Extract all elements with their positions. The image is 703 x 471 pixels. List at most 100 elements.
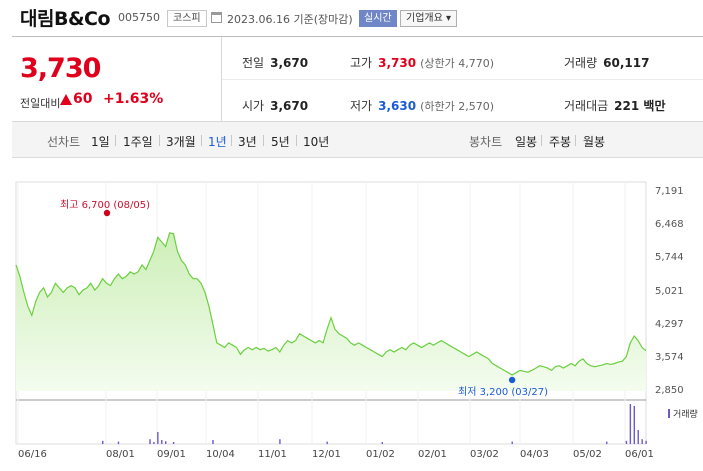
volume-bar xyxy=(625,440,628,444)
change-label: 전일대비 xyxy=(20,97,61,110)
x-tick-label: 11/01 xyxy=(258,449,287,460)
y-tick-label: 4,297 xyxy=(655,318,684,330)
volume-bar xyxy=(153,442,155,444)
volume: 거래량 60,117 xyxy=(564,54,649,71)
tab-period-3y[interactable]: 3년 xyxy=(238,135,257,149)
price-chart-svg xyxy=(15,181,647,445)
prev-close-value: 3,670 xyxy=(270,56,309,70)
x-tick-label: 02/01 xyxy=(418,449,447,460)
lower-limit: (하한가 2,570) xyxy=(420,100,494,113)
high-label: 고가 xyxy=(350,56,373,70)
divider xyxy=(263,135,264,146)
line-chart-label: 선차트 xyxy=(47,135,81,149)
tab-period-5y[interactable]: 5년 xyxy=(271,135,290,149)
high-price: 고가 3,730 (상한가 4,770) xyxy=(350,54,494,71)
volume-bar xyxy=(326,441,328,444)
x-tick-label: 08/01 xyxy=(106,449,135,460)
volume-legend: 거래량 xyxy=(668,407,698,420)
candle-chart-label: 봉차트 xyxy=(469,135,503,149)
volume-bar xyxy=(212,440,214,444)
volume-bar xyxy=(172,442,175,444)
upper-limit: (상한가 4,770) xyxy=(420,57,494,70)
volume-value: 60,117 xyxy=(603,56,650,70)
price-line xyxy=(15,232,647,376)
tab-period-1w[interactable]: 1주일 xyxy=(123,135,153,149)
low-marker xyxy=(508,376,516,384)
x-tick-label: 10/04 xyxy=(206,449,235,460)
x-tick-label: 01/02 xyxy=(366,449,395,460)
divider xyxy=(159,135,160,146)
divider xyxy=(221,37,222,122)
tab-candle-week[interactable]: 주봉 xyxy=(549,135,572,149)
x-tick-label: 04/03 xyxy=(520,449,549,460)
high-value: 3,730 xyxy=(378,56,417,70)
volume-label: 거래량 xyxy=(564,56,598,70)
y-tick-label: 3,574 xyxy=(655,351,684,363)
volume-bar xyxy=(637,430,639,444)
trade-amount: 거래대금 221 백만 xyxy=(564,97,665,114)
corp-info-dropdown[interactable]: 기업개요 ▾ xyxy=(400,10,457,27)
low-annotation: 최저 3,200 (03/27) xyxy=(458,387,549,398)
low-label: 저가 xyxy=(350,99,373,113)
open-price: 시가 3,670 xyxy=(242,97,308,114)
y-tick-label: 5,021 xyxy=(655,285,684,297)
tab-period-1y[interactable]: 1년 xyxy=(208,135,227,149)
open-label: 시가 xyxy=(242,99,265,113)
x-tick-label: 06/16 xyxy=(18,449,47,460)
low-price: 저가 3,630 (하한가 2,570) xyxy=(350,97,494,114)
tab-candle-day[interactable]: 일봉 xyxy=(515,135,538,149)
tab-period-10y[interactable]: 10년 xyxy=(303,135,330,149)
volume-bar xyxy=(165,441,167,444)
high-marker xyxy=(103,209,111,217)
stock-code: 005750 xyxy=(118,11,160,24)
volume-bar xyxy=(633,406,635,444)
volume-bar xyxy=(645,440,647,444)
divider xyxy=(222,79,703,80)
y-tick-label: 5,744 xyxy=(655,252,684,264)
volume-bar xyxy=(641,439,643,444)
x-tick-label: 03/02 xyxy=(470,449,499,460)
volume-bar xyxy=(511,441,513,444)
chart-tabs: 선차트 1일 1주일 3개월 1년 3년 5년 10년 봉차트 일봉 주봉 월봉 xyxy=(12,122,703,158)
market-badge: 코스피 xyxy=(167,10,207,27)
up-arrow-icon xyxy=(60,94,72,105)
divider xyxy=(115,135,116,146)
volume-legend-swatch xyxy=(668,409,670,418)
tab-period-3m[interactable]: 3개월 xyxy=(166,135,196,149)
y-tick-label: 2,850 xyxy=(655,385,684,396)
change-percent: +1.63% xyxy=(103,91,164,107)
prev-close-label: 전일 xyxy=(242,56,265,70)
tab-period-1d[interactable]: 1일 xyxy=(91,135,110,149)
volume-legend-label: 거래량 xyxy=(673,410,698,420)
amount-value: 221 백만 xyxy=(614,99,666,113)
price-summary: 3,730 전일대비 60 +1.63% 전일 3,670 고가 3,730 (상한가… xyxy=(12,36,703,122)
x-tick-label: 05/02 xyxy=(573,449,602,460)
amount-label: 거래대금 xyxy=(564,99,609,113)
calendar-icon xyxy=(211,12,222,23)
low-value: 3,630 xyxy=(378,99,417,113)
prev-close: 전일 3,670 xyxy=(242,54,308,71)
volume-bar xyxy=(381,442,383,444)
open-value: 3,670 xyxy=(270,99,309,113)
base-date: 2023.06.16 기준(장마감) xyxy=(227,13,353,26)
volume-bar xyxy=(117,441,120,444)
volume-bar xyxy=(629,404,632,444)
divider xyxy=(296,135,297,146)
x-tick-label: 09/01 xyxy=(157,449,186,460)
volume-bar xyxy=(279,439,281,444)
volume-bar xyxy=(161,440,163,444)
volume-bar xyxy=(102,440,104,444)
x-tick-label: 06/01 xyxy=(625,449,654,460)
divider xyxy=(201,135,202,146)
divider xyxy=(541,135,542,146)
change-value: 60 xyxy=(73,91,93,107)
divider xyxy=(575,135,576,146)
current-price: 3,730 xyxy=(20,53,101,84)
realtime-button[interactable]: 실시간 xyxy=(359,10,397,27)
price-area xyxy=(16,232,646,391)
tab-candle-month[interactable]: 월봉 xyxy=(583,135,606,149)
x-tick-label: 12/01 xyxy=(312,449,341,460)
price-chart: 7,191 6,468 5,744 5,021 4,297 3,574 2,850 06/1… xyxy=(0,158,703,471)
high-annotation: 최고 6,700 (08/05) xyxy=(60,200,151,211)
volume-bar xyxy=(157,432,159,444)
